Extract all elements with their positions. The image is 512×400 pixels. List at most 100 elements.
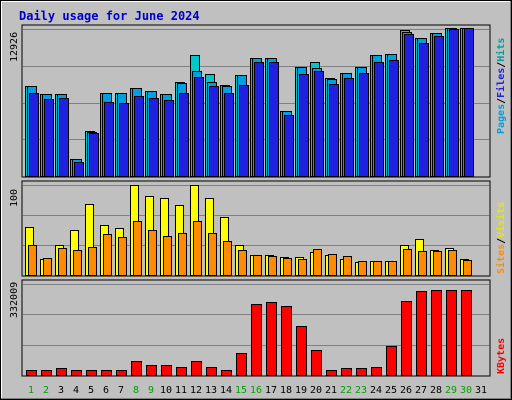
bar-visits-sites-day-28	[433, 251, 442, 276]
bar-visits-sites-day-26	[403, 249, 412, 276]
bar-visits-sites-day-9	[148, 230, 157, 276]
bar-kbytes-kbytes-day-29	[446, 290, 457, 376]
bar-kbytes-kbytes-day-21	[326, 370, 337, 376]
bar-kbytes-kbytes-day-26	[401, 301, 412, 376]
bar-requests-pages-day-2	[44, 99, 54, 177]
bar-visits-sites-day-7	[118, 237, 127, 276]
bar-requests-pages-day-30	[464, 28, 474, 177]
day-label-12: 12	[190, 385, 202, 396]
legend-sep: /	[496, 238, 507, 244]
bar-kbytes-kbytes-day-6	[101, 370, 112, 376]
day-label-22: 22	[340, 385, 352, 396]
bar-requests-pages-day-21	[329, 84, 339, 177]
day-label-24: 24	[370, 385, 382, 396]
bar-kbytes-kbytes-day-17	[266, 302, 277, 376]
bar-visits-sites-day-10	[163, 236, 172, 276]
bar-visits-sites-day-15	[238, 250, 247, 276]
bar-kbytes-kbytes-day-4	[71, 370, 82, 376]
legend-files: Files	[495, 68, 507, 98]
day-label-29: 29	[445, 385, 457, 396]
bar-visits-sites-day-29	[448, 250, 457, 276]
bar-requests-pages-day-4	[74, 162, 84, 177]
bar-kbytes-kbytes-day-16	[251, 304, 262, 376]
legend-visits: Visits	[495, 202, 507, 238]
day-label-1: 1	[28, 385, 34, 396]
bar-requests-pages-day-24	[374, 62, 384, 177]
bar-requests-pages-day-13	[209, 86, 219, 177]
bar-kbytes-kbytes-day-13	[206, 367, 217, 376]
legend-sep: /	[496, 98, 507, 104]
bar-requests-pages-day-17	[269, 62, 279, 177]
bar-visits-sites-day-6	[103, 234, 112, 276]
bar-kbytes-kbytes-day-23	[356, 368, 367, 376]
bar-visits-sites-day-8	[133, 221, 142, 276]
day-label-18: 18	[280, 385, 292, 396]
bar-kbytes-kbytes-day-20	[311, 350, 322, 376]
kbytes-legend: KBytes	[496, 338, 507, 374]
bar-visits-sites-day-22	[343, 256, 352, 276]
bar-kbytes-kbytes-day-10	[161, 365, 172, 376]
bar-visits-sites-day-17	[268, 256, 277, 276]
bar-kbytes-kbytes-day-5	[86, 370, 97, 376]
legend-kbytes: KBytes	[496, 338, 507, 374]
day-label-16: 16	[250, 385, 262, 396]
visits-legend: Sites/Visits	[495, 202, 507, 274]
visits-ymax-label: 100	[9, 189, 20, 207]
bar-requests-pages-day-10	[164, 100, 174, 177]
bar-visits-sites-day-5	[88, 247, 97, 276]
day-label-28: 28	[430, 385, 442, 396]
day-label-7: 7	[118, 385, 124, 396]
bar-requests-pages-day-5	[89, 133, 99, 177]
bar-kbytes-kbytes-day-1	[26, 370, 37, 376]
bar-visits-sites-day-4	[73, 250, 82, 276]
bar-visits-sites-day-23	[358, 261, 367, 276]
bar-requests-pages-day-26	[404, 34, 414, 177]
day-label-23: 23	[355, 385, 367, 396]
day-label-25: 25	[385, 385, 397, 396]
day-label-15: 15	[235, 385, 247, 396]
day-label-8: 8	[133, 385, 139, 396]
day-label-4: 4	[73, 385, 79, 396]
bar-kbytes-kbytes-day-2	[41, 370, 52, 376]
day-label-30: 30	[460, 385, 472, 396]
bar-kbytes-kbytes-day-18	[281, 306, 292, 376]
bar-kbytes-kbytes-day-25	[386, 346, 397, 376]
day-label-2: 2	[43, 385, 49, 396]
bar-visits-sites-day-13	[208, 233, 217, 276]
bar-visits-sites-day-19	[298, 259, 307, 276]
bar-visits-sites-day-2	[43, 258, 52, 276]
day-label-9: 9	[148, 385, 154, 396]
bar-kbytes-kbytes-day-9	[146, 365, 157, 376]
bar-kbytes-kbytes-day-11	[176, 367, 187, 376]
bar-requests-pages-day-6	[104, 102, 114, 177]
bar-kbytes-kbytes-day-12	[191, 361, 202, 376]
bar-requests-pages-day-20	[314, 71, 324, 177]
bar-requests-pages-day-29	[449, 29, 459, 177]
bar-requests-pages-day-3	[59, 98, 69, 177]
bar-kbytes-kbytes-day-8	[131, 361, 142, 376]
bar-kbytes-kbytes-day-15	[236, 353, 247, 376]
bar-visits-sites-day-25	[388, 261, 397, 276]
bar-kbytes-kbytes-day-27	[416, 291, 427, 376]
bar-visits-sites-day-18	[283, 258, 292, 276]
day-label-17: 17	[265, 385, 277, 396]
bar-visits-sites-day-21	[328, 254, 337, 276]
bar-visits-sites-day-20	[313, 249, 322, 276]
day-label-10: 10	[160, 385, 172, 396]
bar-kbytes-kbytes-day-7	[116, 370, 127, 376]
bar-requests-pages-day-23	[359, 73, 369, 177]
bar-requests-pages-day-28	[434, 36, 444, 177]
bar-visits-sites-day-30	[463, 260, 472, 276]
bar-requests-pages-day-25	[389, 60, 399, 177]
bar-requests-pages-day-22	[344, 78, 354, 177]
day-label-26: 26	[400, 385, 412, 396]
bar-requests-pages-day-8	[134, 96, 144, 177]
day-label-6: 6	[103, 385, 109, 396]
bar-requests-pages-day-12	[194, 77, 204, 177]
bar-requests-pages-day-19	[299, 74, 309, 177]
bar-requests-pages-day-9	[149, 98, 159, 177]
day-label-11: 11	[175, 385, 187, 396]
requests-legend: Pages/Files/Hits	[495, 38, 507, 134]
day-label-20: 20	[310, 385, 322, 396]
